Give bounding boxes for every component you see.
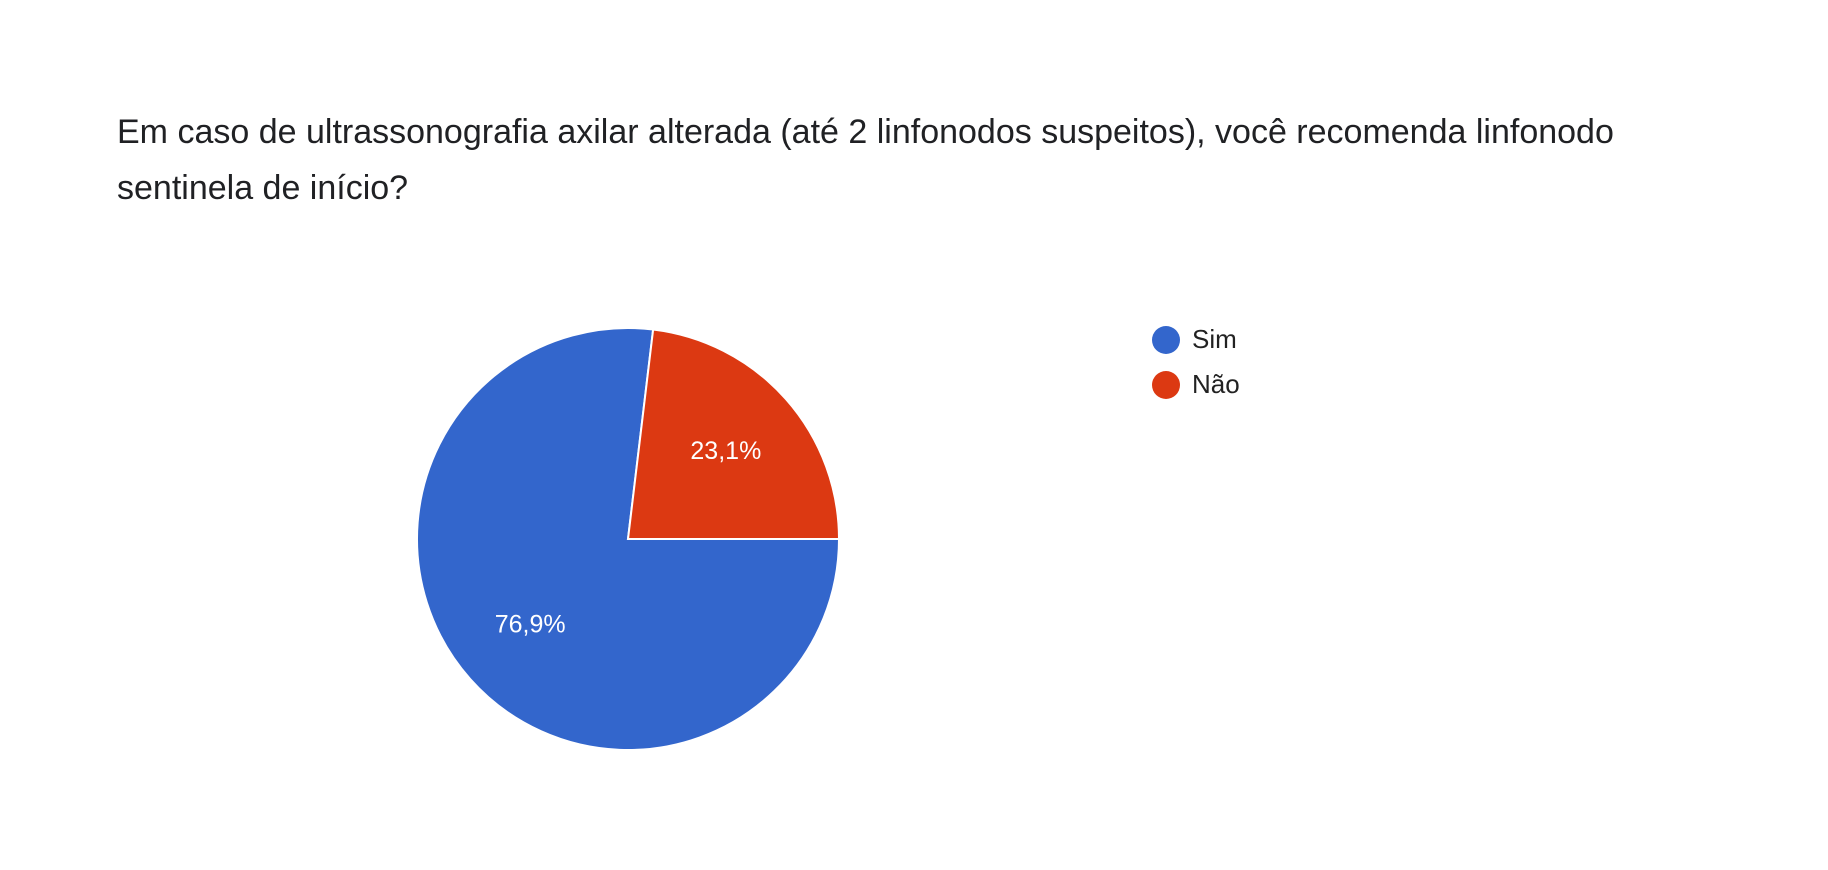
slice-label: 76,9% <box>495 610 566 638</box>
slice-label: 23,1% <box>690 437 761 465</box>
pie-slice <box>626 328 841 540</box>
pie-slice <box>416 327 841 751</box>
legend-label: Sim <box>1192 324 1237 354</box>
legend-swatch <box>1152 371 1180 399</box>
legend-swatch <box>1152 326 1180 354</box>
legend-label: Não <box>1192 369 1240 399</box>
chart-title: Em caso de ultrassonografia axilar alter… <box>117 113 1614 207</box>
